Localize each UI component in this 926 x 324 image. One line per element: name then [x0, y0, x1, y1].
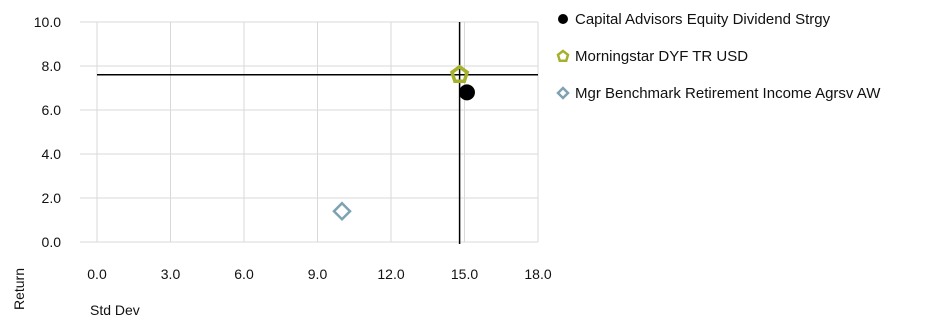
legend-label-2: Mgr Benchmark Retirement Income Agrsv AW — [575, 84, 881, 102]
pentagon-marker-icon — [556, 49, 570, 63]
x-tick-label: 15.0 — [451, 266, 478, 282]
point-morningstar-dyf — [449, 64, 470, 84]
y-axis-title: Return — [11, 268, 27, 310]
legend-label-0: Capital Advisors Equity Dividend Strgy — [575, 10, 831, 28]
diamond-marker-icon — [556, 86, 570, 100]
x-axis-title: Std Dev — [90, 302, 140, 318]
legend-item-0: Capital Advisors Equity Dividend Strgy — [556, 8, 880, 30]
x-tick-label: 3.0 — [161, 266, 181, 282]
y-tick-label: 6.0 — [42, 102, 62, 118]
x-tick-label: 9.0 — [308, 266, 328, 282]
circle-marker-icon — [558, 14, 568, 24]
x-tick-label: 12.0 — [377, 266, 404, 282]
y-tick-label: 4.0 — [42, 146, 62, 162]
y-tick-label: 2.0 — [42, 190, 62, 206]
grid — [80, 21, 539, 243]
reference-lines — [97, 22, 538, 244]
legend-item-2: Mgr Benchmark Retirement Income Agrsv AW — [556, 82, 880, 104]
point-capital-advisors — [458, 84, 475, 101]
y-tick-label: 0.0 — [42, 234, 62, 250]
x-tick-label: 0.0 — [87, 266, 107, 282]
y-tick-label: 8.0 — [42, 58, 62, 74]
point-mgr-benchmark — [332, 201, 352, 221]
data-points — [332, 64, 475, 221]
legend: Capital Advisors Equity Dividend Strgy M… — [556, 8, 880, 119]
tick-labels: 0.0 2.0 4.0 6.0 8.0 10.0 0.0 3.0 6.0 9.0 12.0 15.0 1… — [34, 14, 552, 282]
x-tick-label: 6.0 — [234, 266, 254, 282]
legend-item-1: Morningstar DYF TR USD — [556, 45, 880, 67]
legend-label-1: Morningstar DYF TR USD — [575, 47, 749, 65]
y-tick-label: 10.0 — [34, 14, 61, 30]
x-tick-label: 18.0 — [524, 266, 551, 282]
